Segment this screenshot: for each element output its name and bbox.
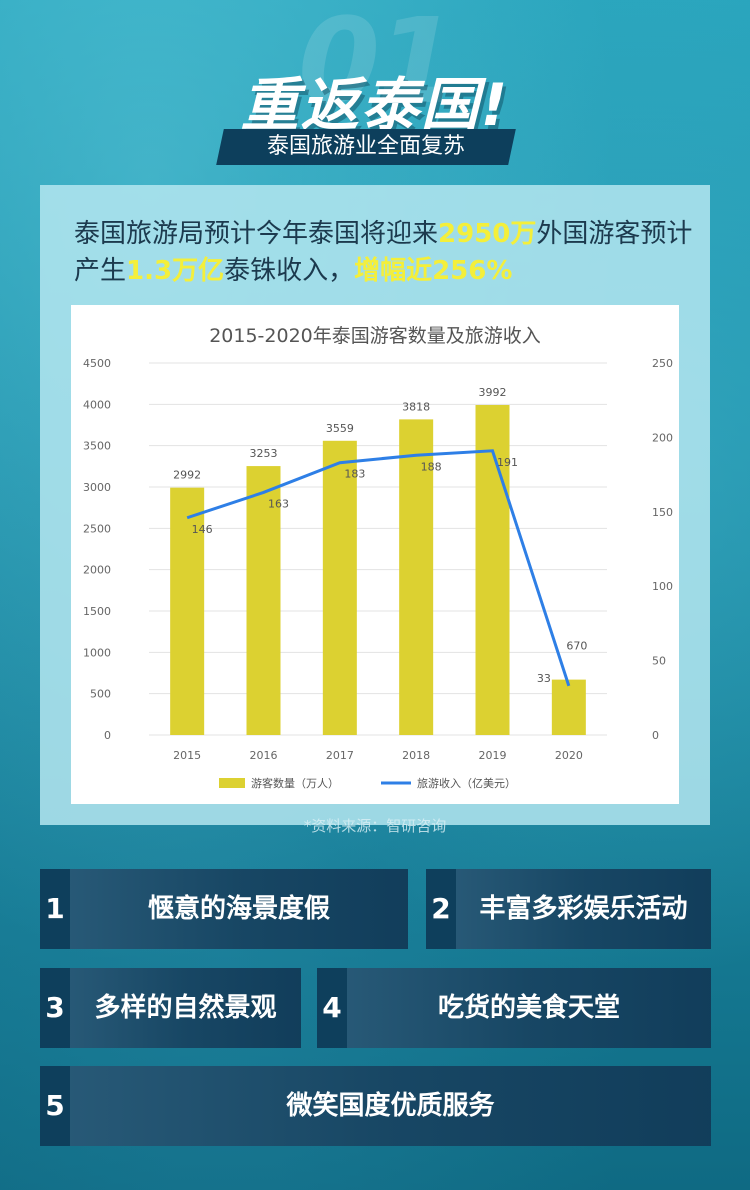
line-value-label: 183: [344, 468, 365, 481]
x-tick-label: 2016: [250, 749, 278, 762]
feature-seaside: 1 惬意的海景度假: [40, 869, 408, 949]
bar-value-label: 3559: [326, 422, 354, 435]
page-title: 重返泰国!: [240, 71, 510, 139]
bar: [399, 419, 434, 735]
y-tick-label-right: 50: [652, 655, 666, 668]
feature-nature: 3 多样的自然景观: [40, 968, 301, 1048]
page-subtitle: 泰国旅游业全面复苏: [216, 129, 516, 165]
intro-part-2: 外国游客预计产生: [74, 219, 693, 286]
y-tick-label-left: 4500: [83, 357, 111, 370]
legend-label-bar: 游客数量（万人）: [251, 776, 339, 790]
feature-number: 3: [45, 991, 65, 1024]
bar: [170, 487, 205, 735]
bar-value-label: 2992: [173, 469, 201, 482]
bar-value-label: 670: [566, 640, 587, 653]
y-tick-label-left: 2500: [83, 522, 111, 535]
seaside-photo: [70, 869, 408, 949]
y-tick-label-right: 0: [652, 729, 659, 742]
y-tick-label-left: 500: [90, 688, 111, 701]
y-tick-label-right: 200: [652, 431, 673, 444]
intro-text: 泰国旅游局预计今年泰国将迎来2950万外国游客预计产生1.3万亿泰铢收入，增幅近…: [74, 216, 694, 290]
y-tick-label-left: 0: [104, 729, 111, 742]
x-tick-label: 2018: [402, 749, 430, 762]
intro-part-1: 泰国旅游局预计今年泰国将迎来: [74, 219, 439, 249]
source-note: *资料来源：智研咨询: [303, 817, 447, 835]
bar-value-label: 3818: [402, 400, 430, 413]
y-tick-label-left: 1500: [83, 605, 111, 618]
bar-value-label: 3992: [479, 386, 507, 399]
feature-food: 4 吃货的美食天堂: [317, 968, 711, 1048]
page-subtitle-text: 泰国旅游业全面复苏: [266, 134, 465, 159]
y-tick-label-right: 150: [652, 506, 673, 519]
line-value-label: 163: [268, 497, 289, 510]
intro-part-3: 泰铢收入，: [224, 256, 355, 286]
y-tick-label-right: 100: [652, 580, 673, 593]
feature-label: 多样的自然景观: [94, 993, 277, 1023]
feature-number: 2: [431, 892, 451, 925]
line-value-label: 191: [497, 456, 518, 469]
revenue-line: [186, 449, 571, 687]
line-value-label: 146: [192, 523, 213, 536]
nature-photo: [70, 968, 301, 1048]
feature-label: 惬意的海景度假: [147, 894, 330, 924]
y-tick-label-left: 4000: [83, 398, 111, 411]
feature-label: 丰富多彩娱乐活动: [479, 894, 688, 924]
background-number: 01: [298, 0, 458, 130]
combo-chart: 0 500 1000 1500 2000 2500 3000 3500 4000 4500 0 50 1…: [83, 357, 673, 790]
feature-number: 5: [45, 1089, 65, 1122]
feature-service: 5 微笑国度优质服务: [40, 1066, 711, 1146]
chart-container: 2015-2020年泰国游客数量及旅游收入 0 500 1000 1500 2000 25…: [71, 305, 679, 804]
intro-highlight-visitors: 2950万: [438, 219, 537, 249]
feature-entertainment: 2 丰富多彩娱乐活动: [426, 869, 711, 949]
line-value-label: 188: [421, 460, 442, 473]
intro-highlight-revenue: 1.3万亿: [126, 256, 225, 286]
entertainment-photo: [456, 869, 711, 949]
bar: [551, 679, 586, 735]
x-tick-label: 2015: [173, 749, 201, 762]
service-photo: [70, 1066, 711, 1146]
legend-swatch-bar: [219, 778, 245, 788]
y-tick-label-left: 2000: [83, 564, 111, 577]
feature-number: 4: [322, 991, 342, 1024]
x-tick-label: 2019: [479, 749, 507, 762]
x-tick-label: 2020: [555, 749, 583, 762]
feature-number: 1: [45, 892, 65, 925]
intro-highlight-growth: 增幅近256%: [354, 256, 513, 286]
y-tick-label-right: 250: [652, 357, 673, 370]
feature-label: 吃货的美食天堂: [437, 993, 620, 1023]
food-photo: [347, 968, 711, 1048]
bar: [322, 440, 357, 735]
y-tick-label-left: 3000: [83, 481, 111, 494]
bar: [475, 404, 510, 735]
feature-label: 微笑国度优质服务: [286, 1091, 495, 1121]
line-value-label: 33: [537, 672, 551, 685]
y-tick-label-left: 3500: [83, 440, 111, 453]
legend-label-line: 旅游收入（亿美元）: [417, 776, 516, 790]
y-tick-label-left: 1000: [83, 646, 111, 659]
bar-value-label: 3253: [250, 447, 278, 460]
x-tick-label: 2017: [326, 749, 354, 762]
chart-title: 2015-2020年泰国游客数量及旅游收入: [209, 325, 541, 347]
bar: [246, 466, 281, 735]
